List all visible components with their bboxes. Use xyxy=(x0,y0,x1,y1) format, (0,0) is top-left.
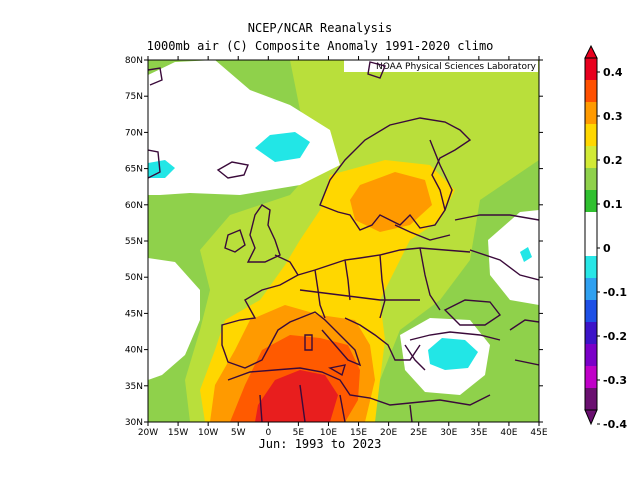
colorbar-segment xyxy=(585,366,597,389)
islands xyxy=(304,334,347,377)
colorbar-label: 0.4 xyxy=(603,66,623,79)
baltic-coast xyxy=(394,224,451,241)
colorbar xyxy=(584,44,598,426)
west-coast xyxy=(221,254,301,369)
iceland-outline xyxy=(216,161,249,179)
white-east xyxy=(488,210,539,305)
lon-label: 15E xyxy=(350,428,367,438)
lat-label: 60N xyxy=(125,201,143,211)
lon-label: 25E xyxy=(410,428,427,438)
period-label: Jun: 1993 to 2023 xyxy=(258,437,382,451)
colorbar-segment xyxy=(585,80,597,103)
colorbar-top-arrow xyxy=(584,44,598,59)
colorbar-segment xyxy=(585,58,597,81)
colorbar-label: -0.1 xyxy=(603,286,627,299)
lat-label: 45N xyxy=(125,309,143,319)
colorbar-label: 0.3 xyxy=(603,110,623,123)
lat-label: 50N xyxy=(125,273,143,283)
colorbar-segment xyxy=(585,344,597,367)
lon-axis: 20W 15W 10W 5W 0 5E 10E 15E 20E 25E 30E 35E 40E 45E xyxy=(138,56,548,438)
country-borders xyxy=(259,214,539,422)
lon-label: 45E xyxy=(530,428,547,438)
lat-label: 55N xyxy=(125,237,143,247)
lon-label: 15W xyxy=(168,428,188,438)
lat-label: 80N xyxy=(125,56,143,66)
lon-label: 5E xyxy=(293,428,305,438)
colorbar-segment xyxy=(585,278,597,301)
lon-label: 30E xyxy=(440,428,457,438)
colorbar-label: 0.1 xyxy=(603,198,623,211)
colorbar-labels: 0.4 0.3 0.2 0.1 0 -0.1 -0.2 -0.3 -0.4 xyxy=(597,66,627,431)
colorbar-segment xyxy=(585,102,597,125)
coastlines xyxy=(148,61,539,422)
lon-label: 10E xyxy=(320,428,337,438)
colorbar-segment xyxy=(585,190,597,213)
cyan-cell-anatolia xyxy=(428,338,478,370)
red-core xyxy=(255,370,338,422)
colorbar-bottom-arrow xyxy=(584,409,598,426)
lat-label: 70N xyxy=(125,128,143,138)
north-africa-coast xyxy=(227,367,491,406)
white-north-atlantic xyxy=(148,60,340,195)
lon-label: 20W xyxy=(138,428,158,438)
cyan-cell-iceland xyxy=(255,132,310,162)
greenland-outline xyxy=(148,67,163,179)
lat-label: 40N xyxy=(125,346,143,356)
uk-outline xyxy=(246,204,281,263)
title-line-2: 1000mb air (C) Composite Anomaly 1991-20… xyxy=(146,39,494,53)
lon-label: 10W xyxy=(198,428,218,438)
colorbar-segment xyxy=(585,146,597,169)
colorbar-label: -0.4 xyxy=(603,418,627,431)
colorbar-label: -0.3 xyxy=(603,374,627,387)
finland-border xyxy=(429,139,453,211)
colorbar-segment xyxy=(585,168,597,191)
black-sea xyxy=(443,299,502,326)
lat-label: 65N xyxy=(125,165,143,175)
colorbar-label: 0.2 xyxy=(603,154,623,167)
scandinavia-outline xyxy=(319,117,472,231)
ireland-outline xyxy=(224,229,246,253)
lon-label: 5W xyxy=(231,428,246,438)
cyan-cell-greenland xyxy=(148,160,175,178)
title-line-1: NCEP/NCAR Reanalysis xyxy=(247,21,393,35)
colorbar-segment xyxy=(585,322,597,345)
colorbar-segment xyxy=(585,300,597,323)
lon-label: 40E xyxy=(500,428,517,438)
colorbar-segment xyxy=(585,388,597,411)
colorbar-segment xyxy=(585,124,597,147)
svalbard-outline xyxy=(367,61,386,79)
colorbar-segment xyxy=(585,234,597,257)
colorbar-segment xyxy=(585,212,597,235)
lat-label: 30N xyxy=(125,418,143,428)
lat-label: 75N xyxy=(125,92,143,102)
white-west xyxy=(148,258,200,380)
med-north-coast xyxy=(299,311,421,367)
lon-label: 20E xyxy=(380,428,397,438)
credit-box xyxy=(344,60,538,72)
lat-axis: 80N 75N 70N 65N 60N 55N 50N 45N 40N 35N 30N xyxy=(125,56,543,428)
cyan-cell-east xyxy=(520,247,532,262)
credit-text: NOAA Physical Sciences Laboratory xyxy=(376,62,537,72)
colorbar-label: -0.2 xyxy=(603,330,627,343)
colorbar-label: 0 xyxy=(603,242,611,255)
lat-label: 35N xyxy=(125,382,143,392)
lon-label: 35E xyxy=(470,428,487,438)
turkey-greece xyxy=(404,331,501,371)
lon-label: 0 xyxy=(265,428,271,438)
colorbar-segment xyxy=(585,256,597,279)
east-lines xyxy=(509,319,539,366)
anomaly-field xyxy=(148,60,539,422)
